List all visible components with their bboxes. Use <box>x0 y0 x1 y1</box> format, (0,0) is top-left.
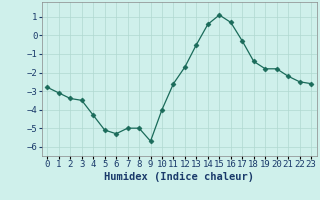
X-axis label: Humidex (Indice chaleur): Humidex (Indice chaleur) <box>104 172 254 182</box>
